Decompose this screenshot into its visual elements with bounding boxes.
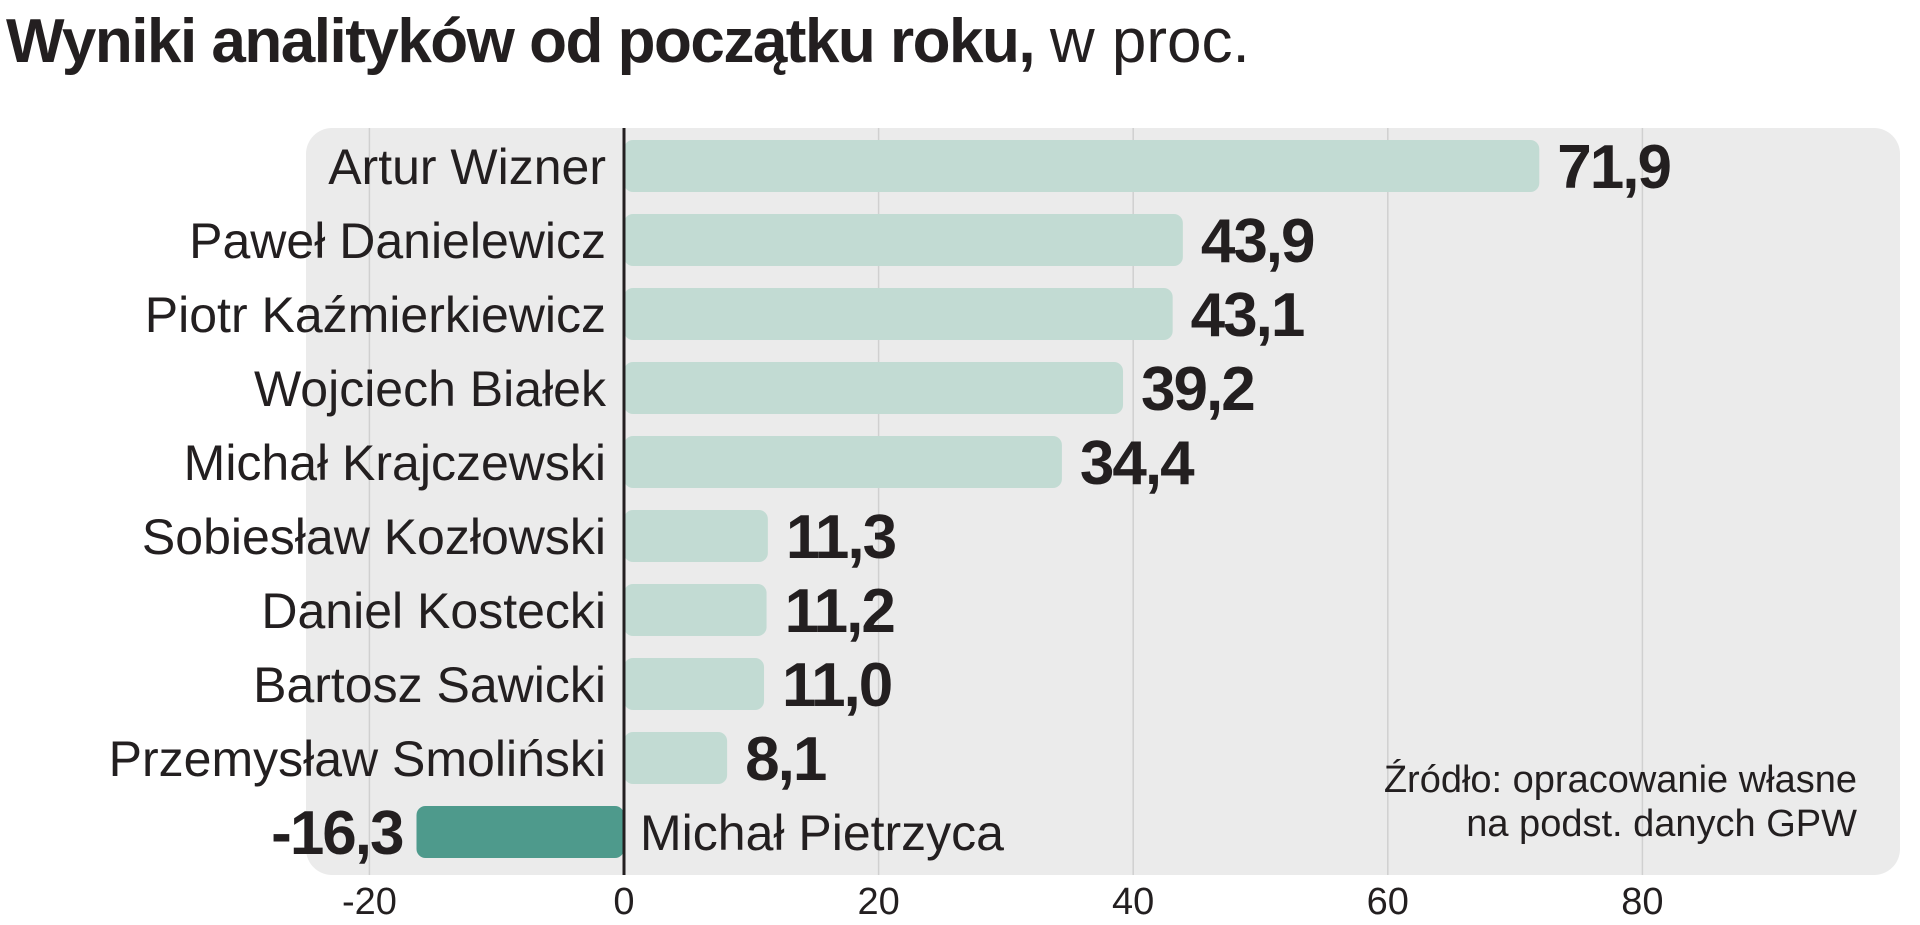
bar [624,732,728,784]
category-label: Wojciech Białek [254,361,607,417]
bar [624,436,1062,488]
bar [624,658,765,710]
bar-negative [416,806,624,858]
value-label: 11,3 [786,503,896,572]
category-label: Piotr Kaźmierkiewicz [145,287,606,343]
x-tick-label: -20 [342,881,397,923]
category-label: Michał Pietrzyca [640,805,1004,861]
value-label: -16,3 [271,799,403,868]
bar [624,362,1124,414]
bar [624,584,767,636]
value-label: 43,1 [1191,281,1304,350]
category-label: Paweł Danielewicz [189,213,606,269]
bar [624,288,1173,340]
category-label: Artur Wizner [328,139,606,195]
bar [624,140,1540,192]
value-label: 8,1 [745,725,826,794]
x-tick-label: 80 [1621,881,1663,923]
category-label: Michał Krajczewski [184,435,606,491]
category-label: Bartosz Sawicki [253,657,606,713]
bar [624,510,768,562]
title-text: Wyniki analityków od początku roku, [6,7,1036,76]
category-label: Przemysław Smoliński [109,731,606,787]
value-label: 11,0 [782,651,891,720]
category-label: Sobiesław Kozłowski [142,509,606,565]
x-tick-label: 0 [613,881,634,923]
value-label: 11,2 [785,577,894,646]
chart-title: Wyniki analityków od początku roku, w pr… [6,4,1250,80]
category-label: Daniel Kostecki [261,583,606,639]
source-line-1: Źródło: opracowanie własne [1383,759,1857,801]
value-label: 71,9 [1557,133,1670,202]
x-tick-label: 60 [1367,881,1409,923]
bar [624,214,1183,266]
x-tick-label: 20 [857,881,899,923]
source-note: Źródło: opracowanie własne na podst. dan… [1384,758,1857,846]
chart-subtitle: w proc. [1049,7,1250,76]
value-label: 43,9 [1201,207,1314,276]
value-label: 39,2 [1141,355,1254,424]
value-label: 34,4 [1080,429,1195,498]
source-line-2: na podst. danych GPW [1466,803,1857,845]
x-tick-label: 40 [1112,881,1154,923]
